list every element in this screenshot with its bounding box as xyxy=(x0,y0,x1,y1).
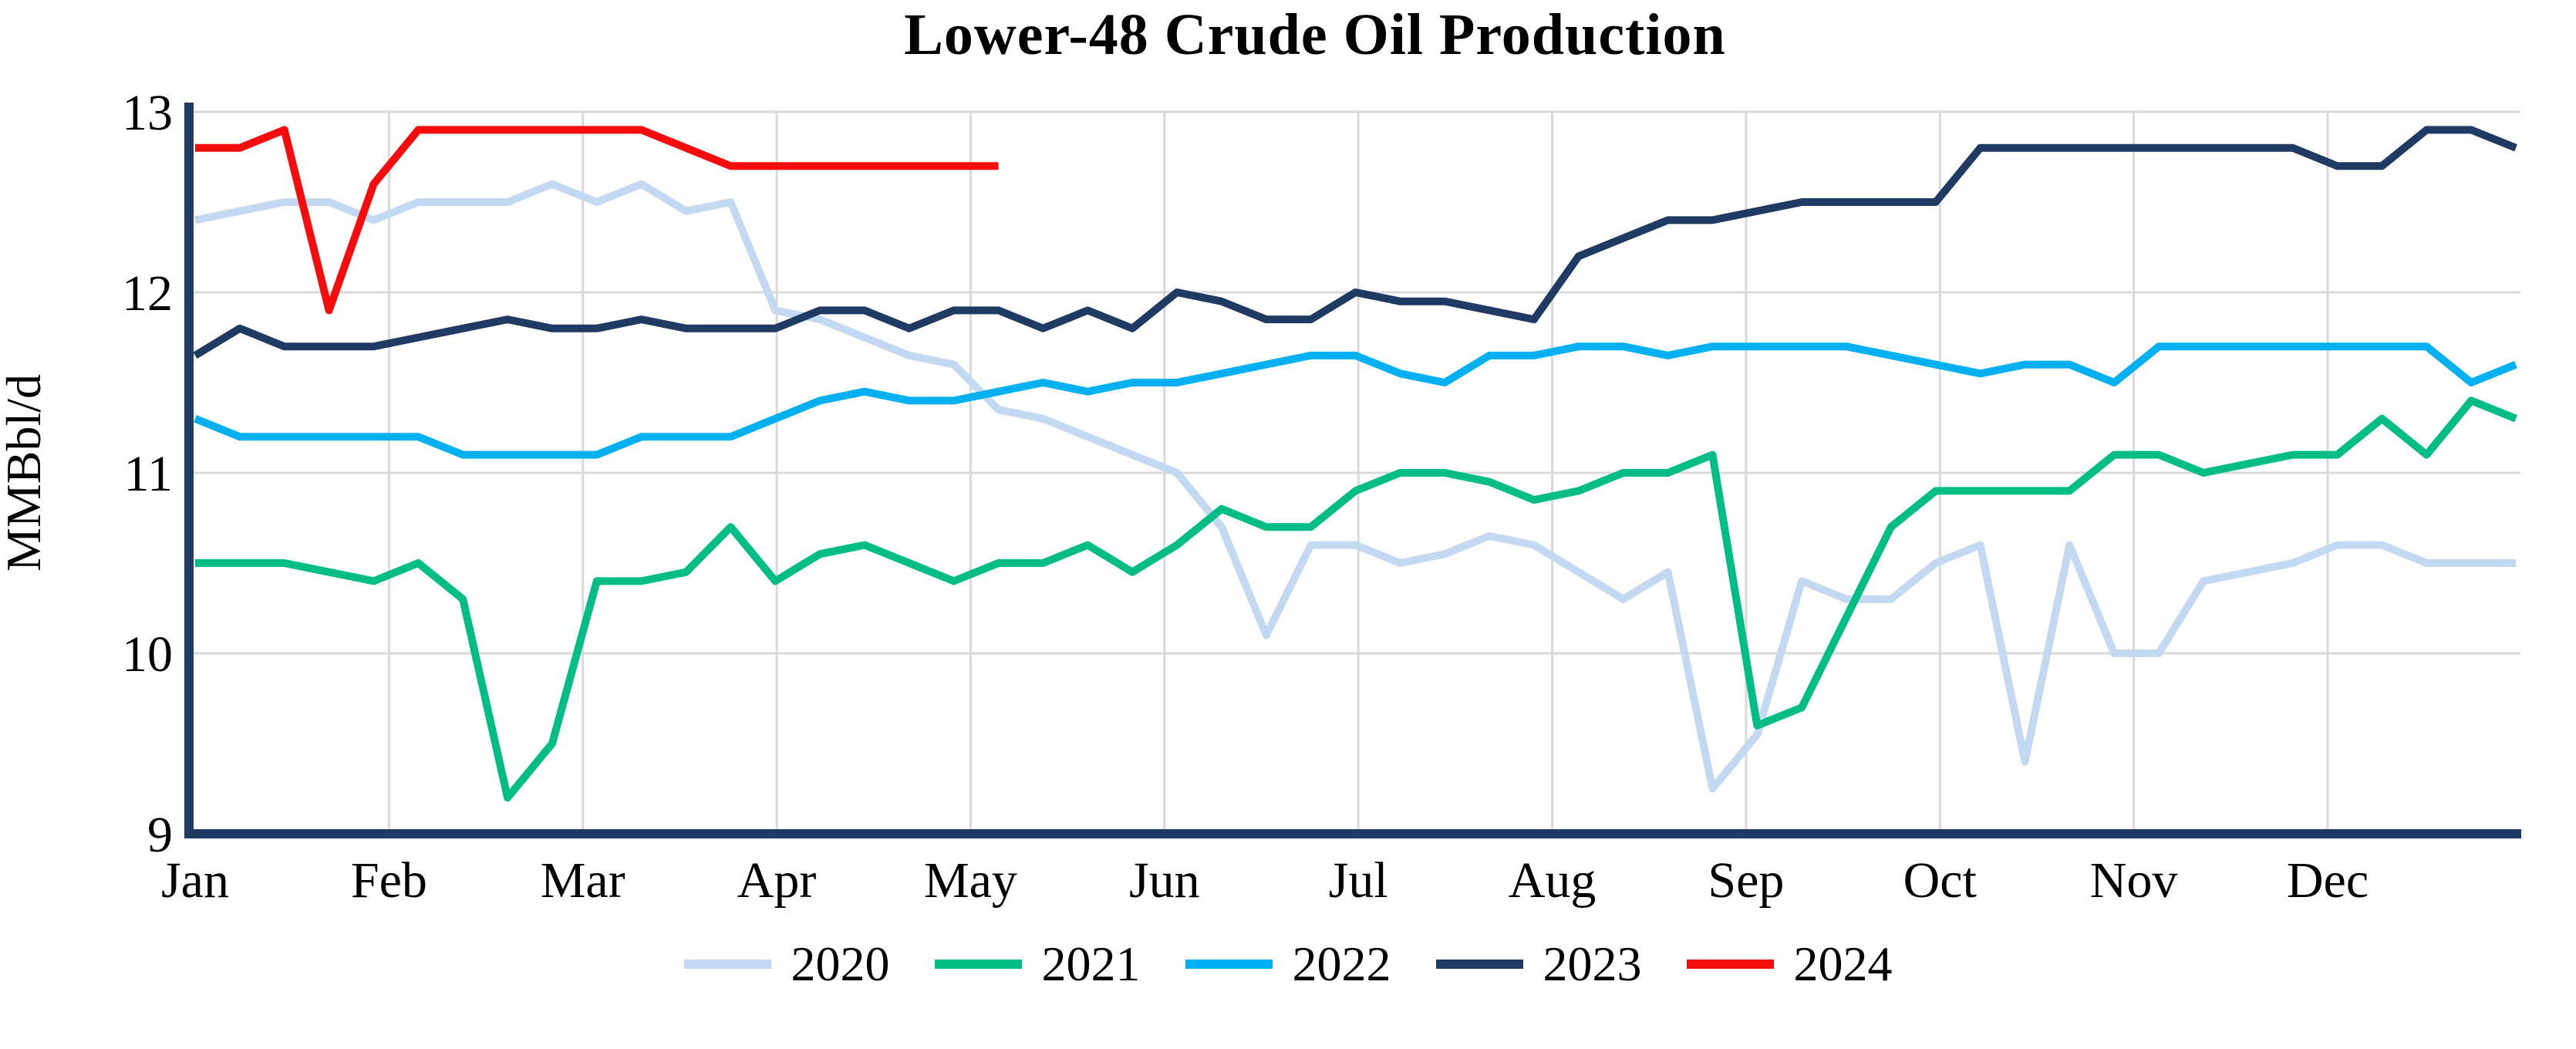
legend-label-2023: 2023 xyxy=(1543,936,1642,991)
legend-label-2024: 2024 xyxy=(1793,936,1893,991)
series-line-2021 xyxy=(195,396,2517,802)
legend-swatch-2022 xyxy=(1185,960,1273,969)
legend-label-2021: 2021 xyxy=(1041,936,1141,991)
series-line-2022 xyxy=(194,342,2517,459)
y-tick-label-11: 11 xyxy=(123,446,173,502)
axis-labels: Jan Feb Mar Apr May Jun Jul Aug Sep Oct Nov Dec 9 10 1… xyxy=(122,85,2369,909)
axes xyxy=(184,103,2521,838)
chart-title: Lower-48 Crude Oil Production xyxy=(904,2,1726,67)
legend-swatch-2023 xyxy=(1435,960,1523,969)
x-tick-label-Nov: Nov xyxy=(2090,852,2178,909)
series-line-2020 xyxy=(194,180,2516,793)
legend-swatch-2021 xyxy=(934,960,1022,969)
series-lines xyxy=(193,126,2517,802)
legend-label-2020: 2020 xyxy=(791,936,890,991)
x-tick-label-Sep: Sep xyxy=(1708,852,1784,909)
y-tick-label-13: 13 xyxy=(122,85,173,141)
legend-item-2024: 2024 xyxy=(1686,936,1893,991)
y-tick-label-12: 12 xyxy=(122,265,173,322)
x-axis-spine xyxy=(184,829,2521,838)
legend-item-2023: 2023 xyxy=(1435,936,1642,991)
legend-item-2022: 2022 xyxy=(1185,939,1391,989)
x-tick-label-Aug: Aug xyxy=(1509,852,1597,909)
x-tick-label-Oct: Oct xyxy=(1903,852,1977,909)
x-tick-label-Apr: Apr xyxy=(737,852,817,909)
y-tick-label-9: 9 xyxy=(147,807,173,863)
x-tick-label-Feb: Feb xyxy=(351,852,427,909)
series-line-2023 xyxy=(193,126,2517,359)
y-tick-label-10: 10 xyxy=(122,626,173,683)
x-tick-label-Jan: Jan xyxy=(161,852,229,909)
legend-swatch-2024 xyxy=(1686,960,1774,969)
y-axis-spine xyxy=(184,103,194,838)
series-line-2024 xyxy=(195,126,999,315)
x-tick-label-Jul: Jul xyxy=(1329,852,1388,909)
y-axis-title: MMBbl/d xyxy=(0,374,51,572)
x-tick-label-Mar: Mar xyxy=(541,852,625,909)
x-tick-label-Jun: Jun xyxy=(1129,852,1200,909)
gridlines xyxy=(194,110,2520,829)
legend-item-2021: 2021 xyxy=(934,936,1141,991)
legend-item-2020: 2020 xyxy=(683,936,890,991)
legend: 2020 2021 2022 2023 2024 xyxy=(0,933,2576,995)
legend-swatch-2020 xyxy=(683,960,771,969)
legend-label-2022: 2022 xyxy=(1292,936,1391,991)
x-tick-label-Dec: Dec xyxy=(2287,852,2369,909)
x-tick-label-May: May xyxy=(924,852,1017,909)
